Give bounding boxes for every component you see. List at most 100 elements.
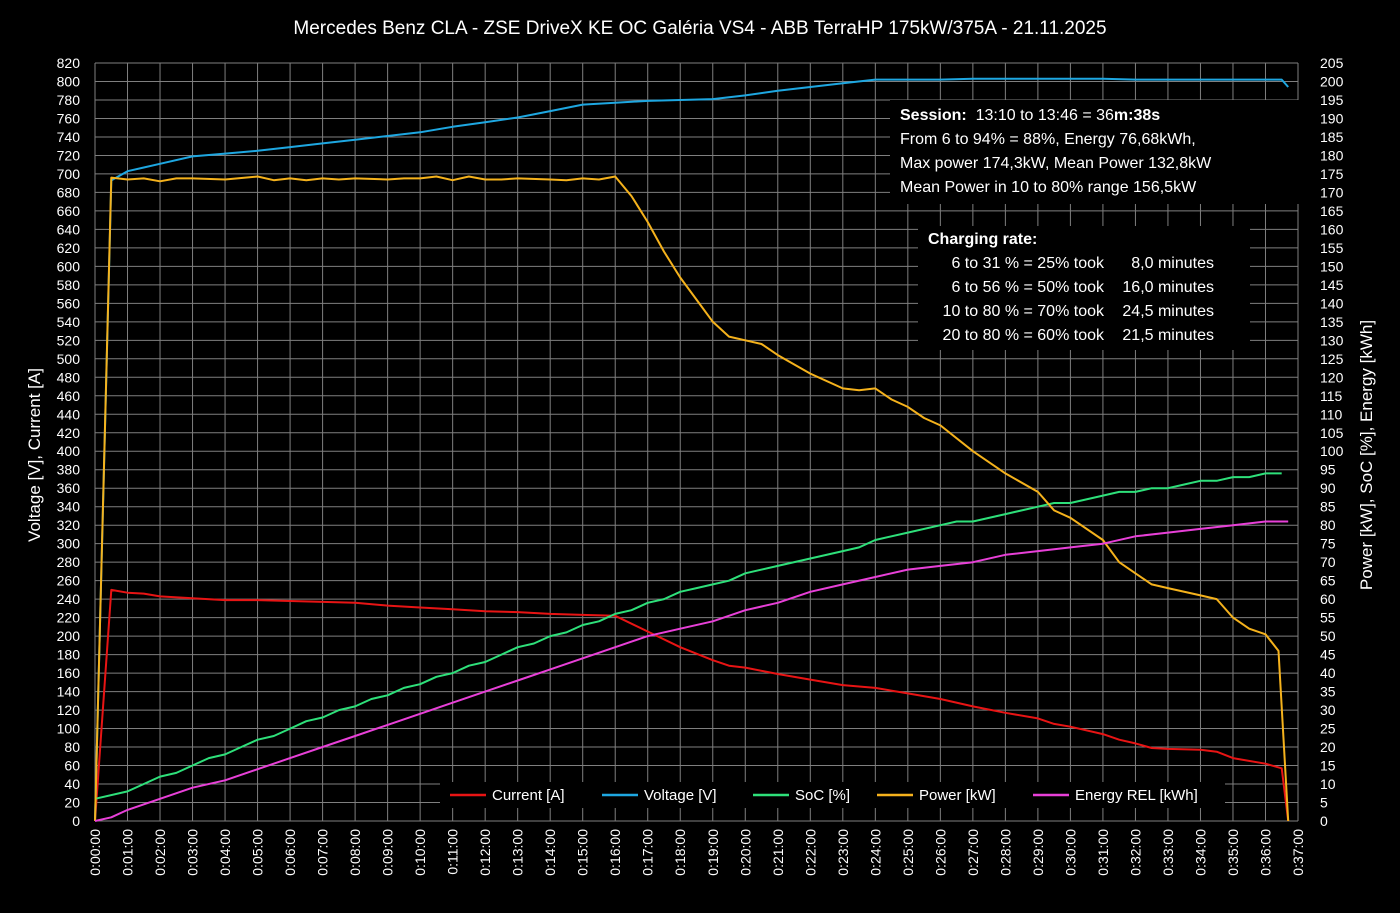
x-tick-label: 0:31:00	[1095, 829, 1111, 876]
legend-entry: Voltage [V]	[644, 787, 717, 804]
x-tick-label: 0:12:00	[477, 829, 493, 876]
left-tick-label: 680	[57, 184, 81, 200]
right-tick-label: 20	[1320, 739, 1336, 755]
session-line-4: Mean Power in 10 to 80% range 156,5kW	[900, 179, 1197, 196]
x-axis-ticks: 0:00:00 0:01:00 0:02:00 0:03:00 0:04:00 0:05:…	[87, 829, 1306, 876]
series-line-voltage-v	[94, 77, 1289, 822]
left-tick-label: 120	[57, 702, 81, 718]
left-tick-label: 440	[57, 406, 81, 422]
charging-rate-row: 20 to 80 % = 60% took 21,5 minutes	[924, 324, 1244, 348]
x-tick-label: 0:34:00	[1192, 829, 1208, 876]
legend-background	[440, 782, 1225, 808]
right-tick-label: 180	[1320, 147, 1344, 163]
left-tick-label: 600	[57, 258, 81, 274]
right-tick-label: 95	[1320, 462, 1336, 478]
left-tick-label: 180	[57, 647, 81, 663]
right-tick-label: 150	[1320, 258, 1344, 274]
left-tick-label: 200	[57, 628, 81, 644]
right-tick-label: 55	[1320, 610, 1336, 626]
left-tick-label: 520	[57, 332, 81, 348]
right-tick-label: 165	[1320, 203, 1344, 219]
right-tick-label: 155	[1320, 240, 1344, 256]
left-tick-label: 320	[57, 517, 81, 533]
session-time: 13:10 to 13:46 = 36	[975, 107, 1114, 124]
x-tick-label: 0:26:00	[932, 829, 948, 876]
left-tick-label: 60	[64, 758, 80, 774]
x-tick-label: 0:23:00	[835, 829, 851, 876]
x-tick-label: 0:19:00	[705, 829, 721, 876]
x-tick-label: 0:09:00	[380, 829, 396, 876]
series-line-power-kw	[94, 175, 1290, 822]
x-tick-label: 0:18:00	[672, 829, 688, 876]
x-tick-label: 0:24:00	[867, 829, 883, 876]
x-tick-label: 0:20:00	[737, 829, 753, 876]
left-tick-label: 300	[57, 536, 81, 552]
session-time-bold: m:38s	[1113, 107, 1161, 124]
right-tick-label: 25	[1320, 721, 1336, 737]
right-tick-label: 30	[1320, 702, 1336, 718]
left-tick-label: 80	[64, 739, 80, 755]
series-line-current-a	[94, 588, 1290, 822]
legend: Current [A] Voltage [V] SoC [%] Power [kW] E…	[440, 782, 1225, 808]
right-tick-label: 145	[1320, 277, 1344, 293]
left-tick-label: 240	[57, 591, 81, 607]
x-tick-label: 0:08:00	[347, 829, 363, 876]
right-tick-label: 175	[1320, 166, 1344, 182]
x-tick-label: 0:01:00	[120, 829, 136, 876]
series-line-energy-rel-kwh	[94, 520, 1289, 822]
left-tick-label: 720	[57, 147, 81, 163]
left-tick-label: 160	[57, 665, 81, 681]
rate-time: 8,0 minutes	[1131, 255, 1214, 272]
right-tick-label: 0	[1320, 813, 1328, 829]
left-tick-label: 540	[57, 314, 81, 330]
x-tick-label: 0:15:00	[575, 829, 591, 876]
left-tick-label: 280	[57, 554, 81, 570]
series-line-soc	[94, 472, 1282, 800]
left-tick-label: 20	[64, 795, 80, 811]
left-tick-label: 820	[57, 55, 81, 71]
left-tick-label: 780	[57, 92, 81, 108]
left-tick-label: 0	[72, 813, 80, 829]
left-tick-label: 100	[57, 721, 81, 737]
x-tick-label: 0:25:00	[900, 829, 916, 876]
right-tick-label: 10	[1320, 776, 1336, 792]
right-tick-label: 170	[1320, 184, 1344, 200]
x-tick-label: 0:29:00	[1030, 829, 1046, 876]
x-tick-label: 0:10:00	[412, 829, 428, 876]
right-tick-label: 200	[1320, 73, 1344, 89]
chart-title: Mercedes Benz CLA - ZSE DriveX KE OC Gal…	[293, 18, 1106, 39]
charging-rate-box: Charging rate: 6 to 31 % = 25% took 8,0 m…	[918, 226, 1250, 350]
left-tick-label: 660	[57, 203, 81, 219]
left-tick-label: 420	[57, 425, 81, 441]
x-tick-label: 0:02:00	[152, 829, 168, 876]
left-tick-label: 500	[57, 351, 81, 367]
legend-entry: Current [A]	[492, 787, 565, 804]
series-lines	[94, 77, 1290, 822]
right-tick-label: 160	[1320, 221, 1344, 237]
x-tick-label: 0:27:00	[965, 829, 981, 876]
left-axis-label: Voltage [V], Current [A]	[25, 368, 44, 542]
session-line-1: Session: 13:10 to 13:46 = 36m:38s	[900, 104, 1290, 128]
x-tick-label: 0:22:00	[802, 829, 818, 876]
rate-range: 6 to 31 % = 25% took	[951, 255, 1104, 272]
left-tick-label: 580	[57, 277, 81, 293]
left-tick-label: 620	[57, 240, 81, 256]
right-tick-label: 85	[1320, 499, 1336, 515]
right-tick-label: 120	[1320, 369, 1344, 385]
right-tick-label: 65	[1320, 573, 1336, 589]
x-tick-label: 0:16:00	[607, 829, 623, 876]
right-tick-label: 60	[1320, 591, 1336, 607]
rate-time: 16,0 minutes	[1122, 279, 1214, 296]
right-tick-label: 110	[1320, 406, 1343, 422]
right-tick-label: 35	[1320, 684, 1336, 700]
x-tick-label: 0:05:00	[250, 829, 266, 876]
right-tick-label: 40	[1320, 665, 1336, 681]
right-tick-label: 130	[1320, 332, 1344, 348]
right-tick-label: 70	[1320, 554, 1336, 570]
right-tick-label: 90	[1320, 480, 1336, 496]
left-tick-label: 380	[57, 462, 81, 478]
left-tick-label: 560	[57, 295, 81, 311]
left-tick-label: 480	[57, 369, 81, 385]
x-tick-label: 0:13:00	[510, 829, 526, 876]
left-tick-label: 700	[57, 166, 81, 182]
